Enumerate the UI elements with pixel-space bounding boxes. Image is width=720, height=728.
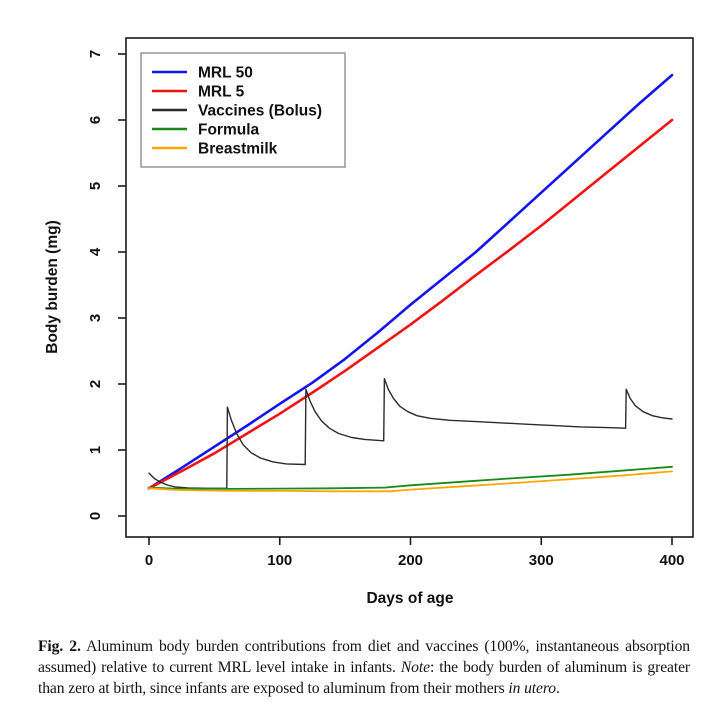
series-line-breastmilk <box>148 470 673 493</box>
caption-fig-label: Fig. 2. <box>38 638 81 655</box>
x-axis-title: Days of age <box>366 590 453 607</box>
series-line-mrl-5 <box>147 118 674 490</box>
legend-label-vaccines-bolus: Vaccines (Bolus) <box>198 103 322 120</box>
series-line-vaccines-bolus <box>148 378 673 489</box>
x-tick-label: 100 <box>267 552 292 569</box>
series-line-formula <box>148 465 673 490</box>
caption-text-3: . <box>555 680 560 697</box>
y-tick-label: 5 <box>87 182 104 190</box>
body-burden-chart: 0 100 200 300 400 0 1 2 3 4 5 6 7 Days of age Body bur… <box>44 37 694 607</box>
x-tick-label: 200 <box>398 552 423 569</box>
y-tick-label: 6 <box>87 116 104 124</box>
caption-in-utero: in utero <box>508 680 556 697</box>
legend-label-breastmilk: Breastmilk <box>198 141 278 158</box>
legend-label-mrl-50: MRL 50 <box>198 65 253 82</box>
x-tick-label: 300 <box>529 552 554 569</box>
plot-frame <box>125 37 694 538</box>
x-tick-label: 0 <box>145 552 153 569</box>
x-tick-label: 400 <box>659 552 684 569</box>
y-tick-label: 4 <box>87 247 104 256</box>
caption-text-2: : the body burden of aluminum is greater… <box>38 659 690 697</box>
y-tick-label: 7 <box>87 50 104 58</box>
y-axis-title: Body burden (mg) <box>44 220 61 353</box>
caption-text-1: Aluminum body burden contributions from … <box>38 638 690 676</box>
y-tick-label: 0 <box>87 512 104 520</box>
legend-label-formula: Formula <box>198 122 260 139</box>
y-tick-label: 3 <box>87 314 104 322</box>
y-tick-label: 1 <box>87 446 104 454</box>
legend-label-mrl-5: MRL 5 <box>198 84 245 101</box>
figure-caption: Fig. 2. Aluminum body burden contributio… <box>38 636 690 699</box>
y-tick-label: 2 <box>87 380 104 388</box>
caption-note-word: Note <box>400 659 430 676</box>
